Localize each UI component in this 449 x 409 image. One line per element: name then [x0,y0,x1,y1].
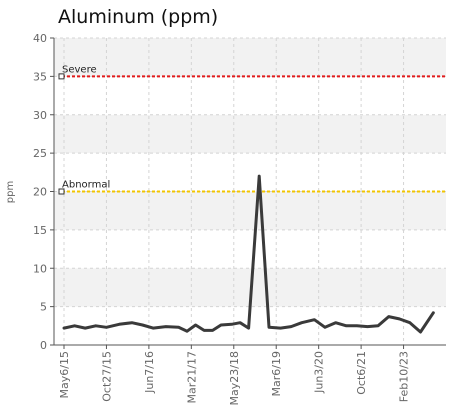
x-tick-label: Oct27/15 [100,351,113,402]
data-point [117,323,121,326]
plot-band [54,229,446,269]
y-tick-label: 30 [33,109,47,122]
data-point [211,329,214,332]
data-point [267,326,271,329]
plot-band [54,76,446,115]
data-point [408,321,412,324]
x-tick-label: Jun3/20 [313,351,326,394]
threshold-label-abnormal: Abnormal [62,180,110,191]
x-tick-labels: May6/15 Oct27/15 Jun7/16 Mar21/17 May23/18 Ma… [58,345,411,405]
series-group [62,174,435,334]
y-tick-label: 25 [33,147,47,160]
y-tick-label: 10 [33,262,47,275]
data-point [300,321,303,324]
data-point [334,321,337,324]
y-axis-label: ppm [5,181,16,203]
x-tick-label: Feb10/23 [398,351,411,402]
data-point [387,315,390,318]
data-point [185,329,189,333]
data-point [177,326,180,329]
y-tick-label: 20 [33,186,47,199]
data-point [73,324,76,328]
data-point [202,329,206,332]
data-point [398,317,401,321]
threshold-marker-severe [58,73,65,80]
data-point [345,324,348,328]
x-tick-label: Mar6/19 [270,351,283,396]
data-point [258,174,261,178]
data-point [366,325,369,328]
data-point [323,326,327,329]
data-point [289,325,293,328]
data-point [130,321,134,324]
series-line [62,174,435,334]
data-point [238,321,242,324]
x-tick-label: May23/18 [228,351,241,405]
plot-band [54,114,446,154]
data-point [141,323,144,327]
data-point [313,318,316,321]
x-tick-label: Jun7/16 [143,351,156,394]
plot-band [54,191,446,230]
threshold-lines: Severe Abnormal [58,64,446,195]
data-point [84,326,87,330]
data-point [247,326,250,330]
data-point [279,326,282,330]
plot-background-bands [54,38,446,345]
y-tick-label: 5 [40,301,47,314]
data-point [94,324,98,328]
data-point [62,326,66,330]
data-point [164,325,168,328]
data-point [105,326,108,329]
threshold-marker-abnormal [58,188,65,195]
plot-band [54,38,446,77]
chart-title: Aluminum (ppm) [58,6,219,28]
y-tick-labels: 0 5 10 15 20 25 30 35 40 [33,32,54,352]
data-point [419,330,422,334]
data-point [230,323,233,326]
y-tick-label: 35 [33,70,47,83]
data-point [219,323,223,327]
data-point [355,324,359,328]
x-tick-label: Mar21/17 [185,351,198,403]
data-point [376,324,380,328]
plot-band [54,153,446,192]
x-tick-label: Oct6/21 [355,351,368,395]
data-point [151,326,155,330]
y-tick-label: 0 [40,339,47,352]
data-point [194,323,197,327]
x-tick-label: May6/15 [58,351,71,398]
data-point [432,311,435,314]
y-tick-label: 40 [33,32,47,45]
y-tick-label: 15 [33,224,47,237]
threshold-label-severe: Severe [62,64,97,75]
